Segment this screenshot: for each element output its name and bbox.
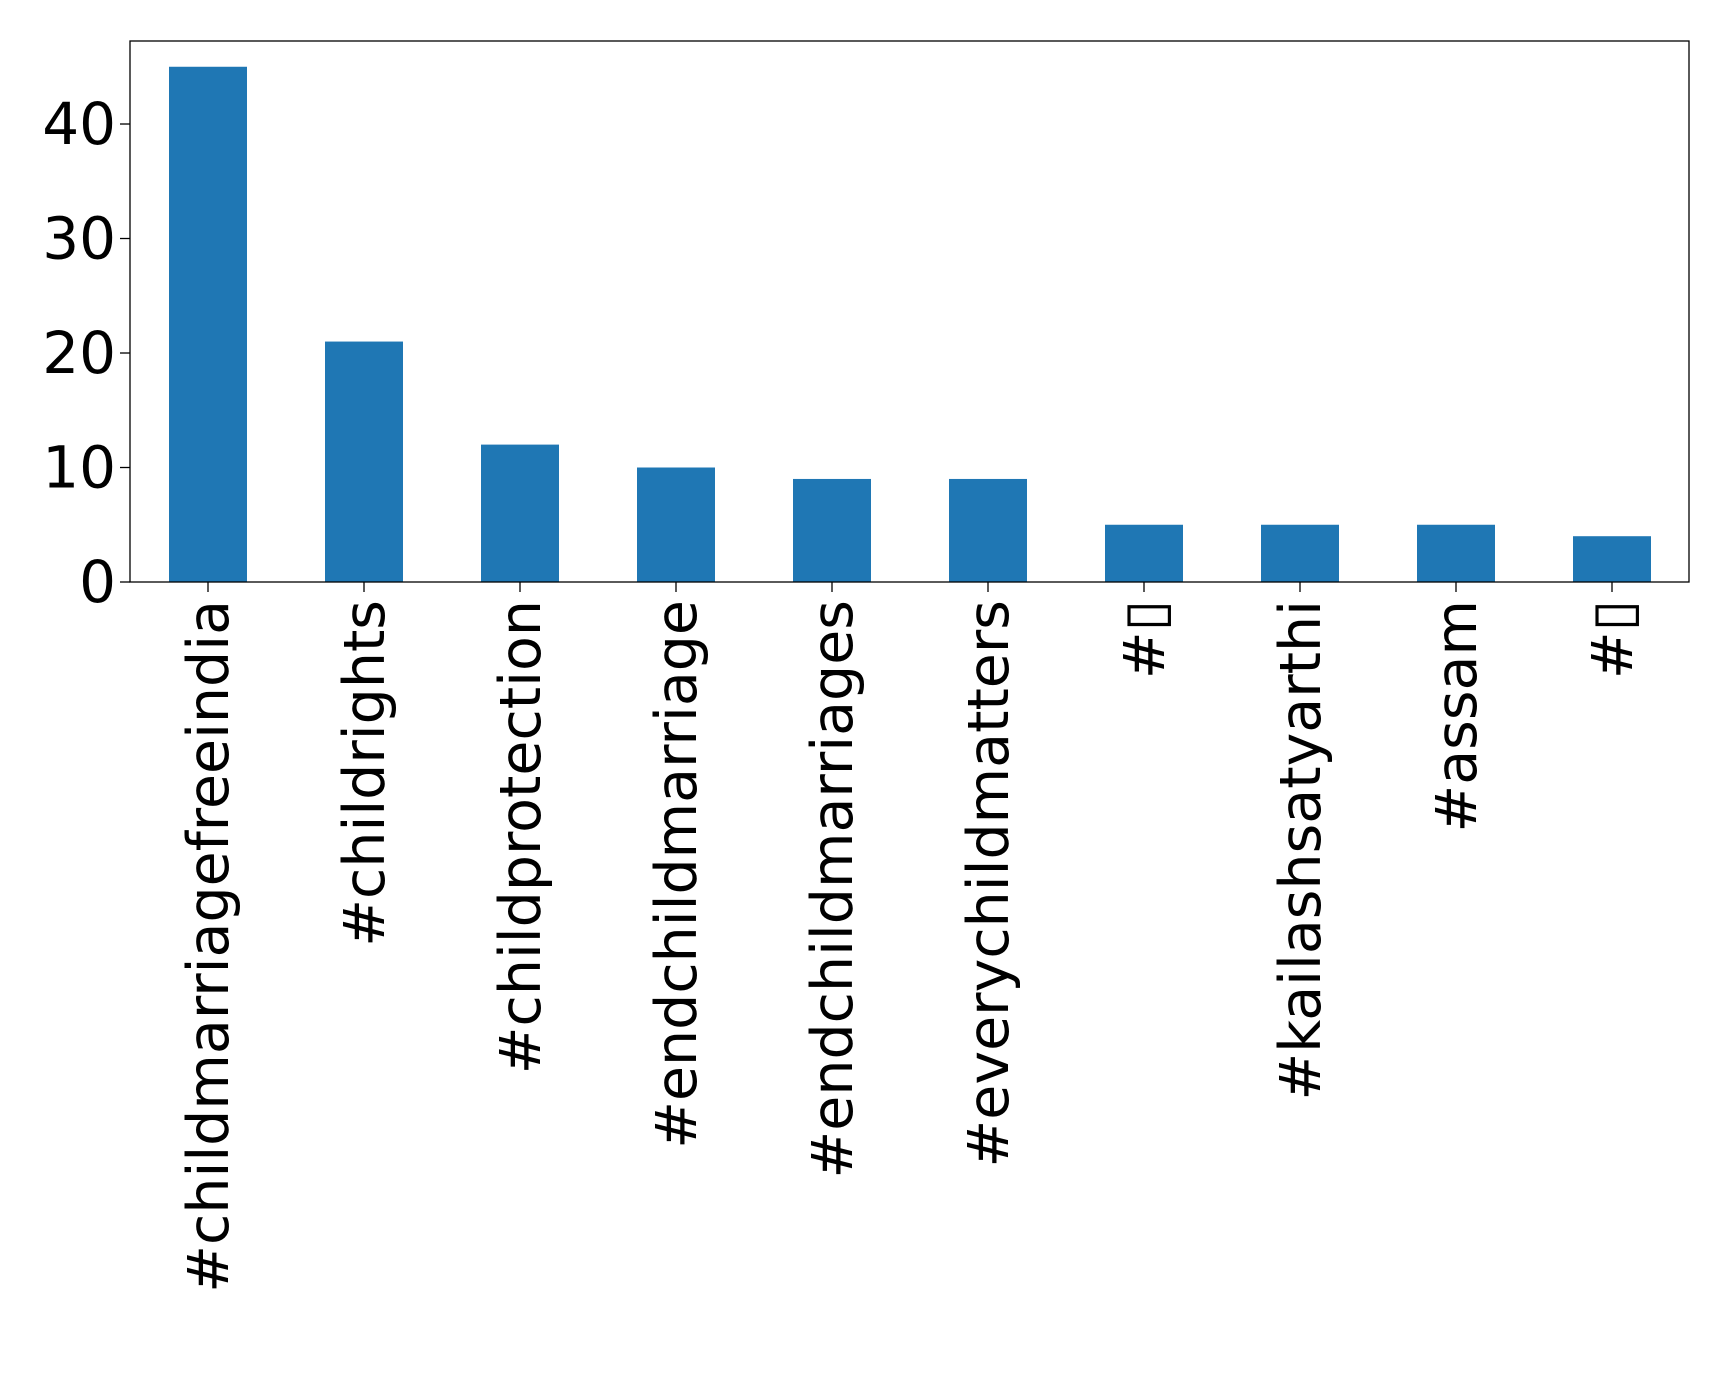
- x-tick-label: #▯: [1580, 600, 1646, 679]
- x-axis: #childmarriagefreeindia #childrights #chil…: [176, 582, 1646, 1293]
- x-tick-label: #everychildmatters: [956, 600, 1022, 1167]
- x-tick-label: #childmarriagefreeindia: [176, 600, 242, 1293]
- x-tick-label: #kailashsatyarthi: [1268, 600, 1334, 1101]
- bar: [481, 444, 559, 582]
- y-tick-label: 0: [79, 548, 116, 616]
- y-tick-label: 30: [42, 205, 116, 273]
- bar: [1261, 524, 1339, 582]
- bar: [325, 341, 403, 582]
- bar: [1105, 524, 1183, 582]
- x-tick-label: #childprotection: [488, 600, 554, 1074]
- y-axis: 0 10 20 30 40: [42, 90, 130, 616]
- y-tick-label: 10: [42, 434, 116, 502]
- bar: [1573, 536, 1651, 582]
- x-tick-label: #assam: [1424, 600, 1490, 833]
- bar: [793, 478, 871, 582]
- bars-group: [169, 66, 1651, 582]
- x-tick-label: #endchildmarriages: [800, 600, 866, 1179]
- y-tick-label: 40: [42, 90, 116, 158]
- x-tick-label: #▯: [1112, 600, 1178, 679]
- y-tick-label: 20: [42, 319, 116, 387]
- bar: [949, 478, 1027, 582]
- plot-frame: [129, 40, 1690, 583]
- bar: [637, 467, 715, 582]
- x-tick-label: #childrights: [332, 600, 398, 947]
- bar: [1417, 524, 1495, 582]
- x-tick-label: #endchildmarriage: [644, 600, 710, 1149]
- bar: [169, 66, 247, 582]
